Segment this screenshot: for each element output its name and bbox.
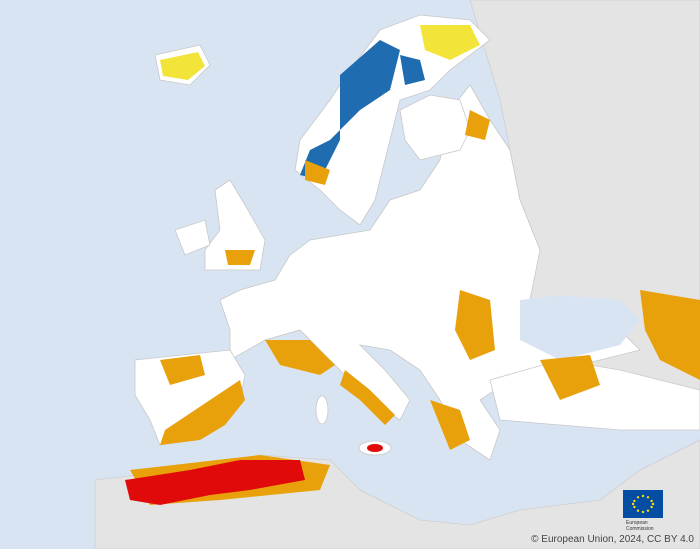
logo: European Commission	[623, 490, 663, 532]
finland	[399, 94, 471, 161]
flag-stars	[631, 494, 655, 514]
logo-line1: European	[626, 520, 648, 526]
logo-line2: Commission	[626, 526, 654, 532]
black-sea	[520, 295, 640, 360]
patches	[125, 25, 700, 505]
sardinia	[315, 395, 329, 425]
credit: © European Union, 2024, CC BY 4.0	[531, 534, 694, 545]
eu-flag	[623, 490, 663, 518]
ireland	[174, 219, 211, 256]
